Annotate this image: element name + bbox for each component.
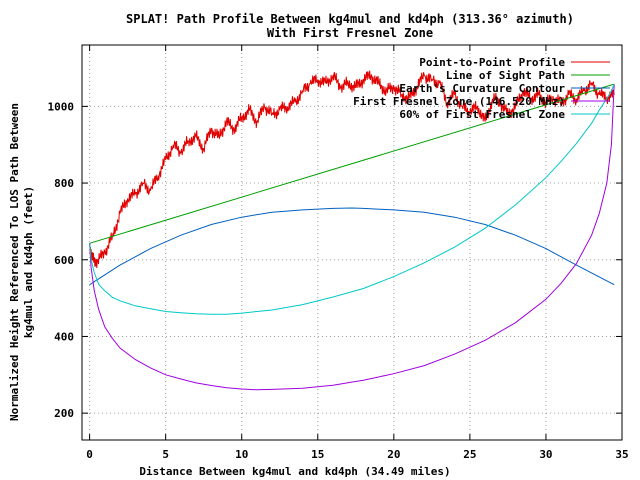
y-axis-ticks: 200 400 600 800 1000	[48, 100, 622, 420]
x-tick-label: 35	[615, 448, 628, 461]
chart-subtitle-text: With First Fresnel Zone	[267, 26, 433, 40]
x-tick-label: 10	[235, 448, 248, 461]
plot-frame	[81, 44, 623, 441]
y-tick-label: 1000	[48, 100, 75, 113]
series-group	[89, 70, 615, 391]
legend-label: Point-to-Point Profile	[419, 56, 565, 69]
legend-label: First Fresnel Zone (146.520 MHz)	[353, 95, 565, 108]
series-line-2	[89, 207, 615, 286]
x-tick-label: 30	[539, 448, 552, 461]
series-line-1	[89, 83, 615, 244]
legend-label: Line of Sight Path	[446, 69, 565, 82]
x-tick-label: 0	[86, 448, 93, 461]
y-axis-label: Normalized Height Referenced To LOS Path…	[8, 103, 35, 421]
x-tick-label: 15	[311, 448, 324, 461]
y-tick-label: 400	[54, 330, 74, 343]
y-axis-label-line-1: Normalized Height Referenced To LOS Path…	[8, 103, 21, 421]
legend-label: 60% of First Fresnel Zone	[399, 108, 565, 121]
series-line-4	[89, 83, 615, 315]
y-tick-label: 200	[54, 407, 74, 420]
series-line-0	[89, 70, 615, 269]
x-tick-label: 20	[387, 448, 400, 461]
chart-title: SPLAT! Path Profile Between kg4mul and k…	[126, 12, 574, 40]
x-tick-label: 25	[463, 448, 476, 461]
legend-label: Earth's Curvature Contour	[399, 82, 565, 95]
x-axis-ticks: 0 5 10 15 20 25 30 35	[86, 45, 629, 461]
y-tick-label: 800	[54, 177, 74, 190]
series-line-3	[89, 84, 615, 391]
y-axis-label-line-2: kg4mul and kd4ph (feet)	[22, 186, 35, 338]
y-tick-label: 600	[54, 254, 74, 267]
chart-title-text: SPLAT! Path Profile Between kg4mul and k…	[126, 12, 574, 26]
x-axis-label: Distance Between kg4mul and kd4ph (34.49…	[139, 465, 450, 478]
x-tick-label: 5	[162, 448, 169, 461]
